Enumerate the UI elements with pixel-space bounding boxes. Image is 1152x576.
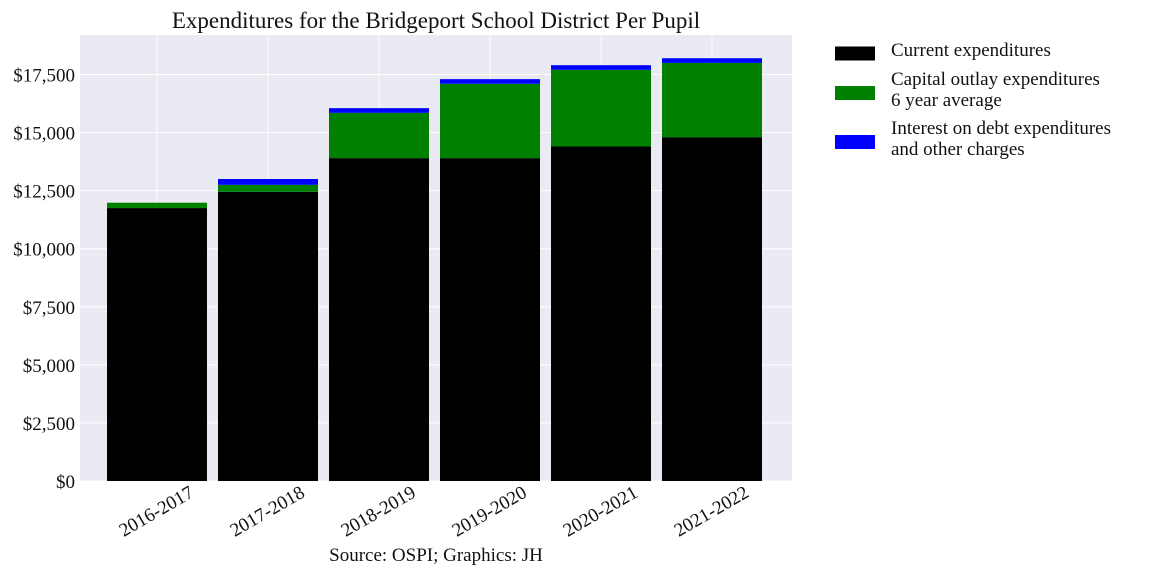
bars xyxy=(107,58,762,482)
bar-segment-s0-2018-2019 xyxy=(329,158,429,482)
bar-segment-s0-2017-2018 xyxy=(218,191,318,481)
legend-swatch-1 xyxy=(835,86,875,100)
y-axis: $0 $2,500 $5,000 $7,500 $10,000 $12,500 $15,00… xyxy=(13,65,75,493)
bar-segment-s2-2021-2022 xyxy=(662,58,762,63)
y-tick-label-5: $12,500 xyxy=(13,182,75,203)
x-axis: 2016-2017 2017-2018 2018-2019 2019-2020 2020… xyxy=(116,482,753,541)
bar-segment-s2-2019-2020 xyxy=(440,79,540,84)
legend-label-0-0: Current expenditures xyxy=(891,40,1051,61)
y-tick-label-6: $15,000 xyxy=(13,124,75,145)
y-tick-label-4: $10,000 xyxy=(13,240,75,261)
y-tick-label-7: $17,500 xyxy=(13,65,75,86)
bar-segment-s1-2018-2019 xyxy=(329,112,429,159)
legend-label-1-0: Capital outlay expenditures xyxy=(891,69,1100,90)
y-tick-label-3: $7,500 xyxy=(23,298,75,319)
x-tick-label-5: 2021-2022 xyxy=(671,482,753,541)
bar-segment-s2-2018-2019 xyxy=(329,108,429,113)
chart-title: Expenditures for the Bridgeport School D… xyxy=(172,8,700,33)
bar-segment-s1-2019-2020 xyxy=(440,83,540,159)
x-tick-label-4: 2020-2021 xyxy=(560,482,642,541)
legend-label-2-1: and other charges xyxy=(891,139,1025,160)
bar-segment-s0-2016-2017 xyxy=(107,208,207,481)
legend-label-1-1: 6 year average xyxy=(891,90,1002,111)
y-tick-label-1: $2,500 xyxy=(23,414,75,435)
y-tick-label-0: $0 xyxy=(56,472,75,493)
x-tick-label-0: 2016-2017 xyxy=(116,482,198,541)
bar-segment-s0-2020-2021 xyxy=(551,146,651,481)
x-tick-label-3: 2019-2020 xyxy=(449,482,531,541)
y-tick-label-2: $5,000 xyxy=(23,356,75,377)
bar-segment-s1-2021-2022 xyxy=(662,62,762,138)
legend-label-2-0: Interest on debt expenditures xyxy=(891,118,1111,139)
x-tick-label-2: 2018-2019 xyxy=(338,482,420,541)
bar-segment-s0-2019-2020 xyxy=(440,158,540,482)
source-caption: Source: OSPI; Graphics: JH xyxy=(329,545,543,566)
bar-segment-s1-2016-2017 xyxy=(107,202,207,209)
legend-swatch-2 xyxy=(835,135,875,149)
legend: Current expenditures Capital outlay expen… xyxy=(835,40,1111,160)
legend-swatch-0 xyxy=(835,46,875,61)
bar-segment-s2-2020-2021 xyxy=(551,65,651,70)
bar-segment-s1-2020-2021 xyxy=(551,69,651,147)
bar-segment-s1-2017-2018 xyxy=(218,184,318,192)
bar-segment-s0-2021-2022 xyxy=(662,137,762,482)
bar-segment-s2-2017-2018 xyxy=(218,179,318,185)
x-tick-label-1: 2017-2018 xyxy=(227,482,309,541)
